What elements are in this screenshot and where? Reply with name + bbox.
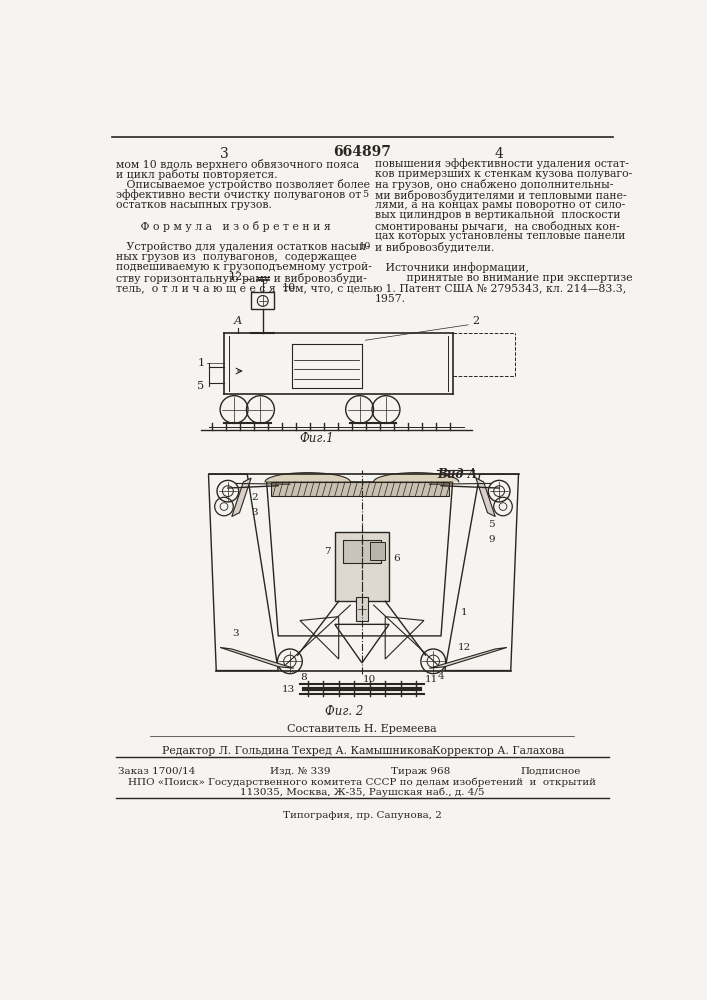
Bar — [251, 292, 274, 309]
Text: 5: 5 — [197, 381, 204, 391]
Text: Составитель Н. Еремеева: Составитель Н. Еремеева — [287, 724, 437, 734]
Text: 13: 13 — [281, 685, 295, 694]
Text: Техред А. Камышникова: Техред А. Камышникова — [291, 746, 433, 756]
Text: 5: 5 — [362, 190, 368, 199]
Polygon shape — [232, 478, 251, 517]
Bar — [343, 540, 381, 563]
Text: Ф о р м у л а   и з о б р е т е н и я: Ф о р м у л а и з о б р е т е н и я — [116, 221, 331, 232]
Text: смонтированы рычаги,  на свободных кон-: смонтированы рычаги, на свободных кон- — [375, 221, 620, 232]
Text: 6: 6 — [394, 554, 400, 563]
Text: лями, а на концах рамы поворотно от сило-: лями, а на концах рамы поворотно от сило… — [375, 200, 626, 210]
Text: Фиг. 2: Фиг. 2 — [325, 705, 363, 718]
Text: и цикл работы повторяется.: и цикл работы повторяется. — [116, 169, 278, 180]
Text: 4: 4 — [438, 672, 444, 681]
Text: 8: 8 — [300, 673, 307, 682]
Text: 3: 3 — [220, 147, 228, 161]
Bar — [356, 597, 368, 620]
Text: 10: 10 — [359, 242, 371, 251]
Text: Подписное: Подписное — [520, 767, 580, 776]
Polygon shape — [265, 473, 351, 482]
Text: подвешиваемую к грузоподъемному устрой-: подвешиваемую к грузоподъемному устрой- — [116, 262, 372, 272]
Text: 1: 1 — [197, 358, 204, 368]
Bar — [335, 532, 389, 601]
Text: 10: 10 — [363, 675, 376, 684]
Bar — [370, 542, 385, 560]
Text: 1957.: 1957. — [375, 294, 406, 304]
Text: ков примерзших к стенкам кузова полуваго-: ков примерзших к стенкам кузова полуваго… — [375, 169, 632, 179]
Text: 9: 9 — [488, 535, 495, 544]
Text: 2: 2 — [252, 493, 258, 502]
Polygon shape — [476, 478, 495, 517]
Text: Редактор Л. Гольдина: Редактор Л. Гольдина — [162, 746, 289, 756]
Text: Тираж 968: Тираж 968 — [391, 767, 450, 776]
Text: 12: 12 — [228, 272, 243, 282]
Text: Вид А: Вид А — [437, 468, 477, 481]
Text: ных грузов из  полувагонов,  содержащее: ных грузов из полувагонов, содержащее — [116, 252, 357, 262]
Text: принятые во внимание при экспертизе: принятые во внимание при экспертизе — [375, 273, 633, 283]
Text: Устройство для удаления остатков насып-: Устройство для удаления остатков насып- — [116, 242, 370, 252]
Text: ству горизонтальную раму и вибровозбуди-: ству горизонтальную раму и вибровозбуди- — [116, 273, 367, 284]
Text: 10: 10 — [282, 283, 296, 293]
Text: эффективно вести очистку полувагонов от: эффективно вести очистку полувагонов от — [116, 190, 361, 200]
Text: 5: 5 — [488, 520, 495, 529]
Text: ми вибровозбудителями и тепловыми пане-: ми вибровозбудителями и тепловыми пане- — [375, 190, 626, 201]
Text: Описываемое устройство позволяет более: Описываемое устройство позволяет более — [116, 179, 370, 190]
Text: остатков насыпных грузов.: остатков насыпных грузов. — [116, 200, 272, 210]
Text: 3: 3 — [233, 629, 239, 638]
Text: 664897: 664897 — [333, 145, 391, 159]
Text: 1: 1 — [461, 608, 467, 617]
Polygon shape — [271, 482, 449, 496]
Text: Заказ 1700/14: Заказ 1700/14 — [118, 767, 195, 776]
Text: Источники информации,: Источники информации, — [375, 262, 529, 273]
Polygon shape — [373, 473, 459, 482]
Text: и вибровозбудители.: и вибровозбудители. — [375, 242, 494, 253]
Text: 7: 7 — [324, 547, 330, 556]
Text: 2: 2 — [472, 316, 479, 326]
Text: вых цилиндров в вертикальной  плоскости: вых цилиндров в вертикальной плоскости — [375, 210, 621, 220]
Text: на грузов, оно снабжено дополнительны-: на грузов, оно снабжено дополнительны- — [375, 179, 614, 190]
Text: тель,  о т л и ч а ю щ е е с я  тем, что, с целью: тель, о т л и ч а ю щ е е с я тем, что, … — [116, 283, 382, 293]
Polygon shape — [429, 647, 507, 668]
Text: Изд. № 339: Изд. № 339 — [271, 767, 331, 776]
Text: цах которых установлены тепловые панели: цах которых установлены тепловые панели — [375, 231, 626, 241]
Text: Корректор А. Галахова: Корректор А. Галахова — [432, 746, 564, 756]
Text: 3: 3 — [252, 508, 258, 517]
Text: мом 10 вдоль верхнего обвязочного пояса: мом 10 вдоль верхнего обвязочного пояса — [116, 158, 359, 169]
Text: 12: 12 — [457, 643, 471, 652]
Text: НПО «Поиск» Государственного комитета СССР по делам изобретений  и  открытий: НПО «Поиск» Государственного комитета СС… — [128, 778, 596, 787]
Polygon shape — [220, 647, 293, 668]
Text: Типография, пр. Сапунова, 2: Типография, пр. Сапунова, 2 — [283, 811, 441, 820]
Text: 113035, Москва, Ж-35, Раушская наб., д. 4/5: 113035, Москва, Ж-35, Раушская наб., д. … — [240, 788, 484, 797]
Text: 1. Патент США № 2795343, кл. 214—83.3,: 1. Патент США № 2795343, кл. 214—83.3, — [375, 283, 626, 293]
Text: повышения эффективности удаления остат-: повышения эффективности удаления остат- — [375, 158, 629, 169]
Text: 11: 11 — [425, 675, 438, 684]
Text: 4: 4 — [495, 147, 503, 161]
Text: Фиг.1: Фиг.1 — [300, 432, 334, 445]
Text: А: А — [234, 316, 242, 326]
